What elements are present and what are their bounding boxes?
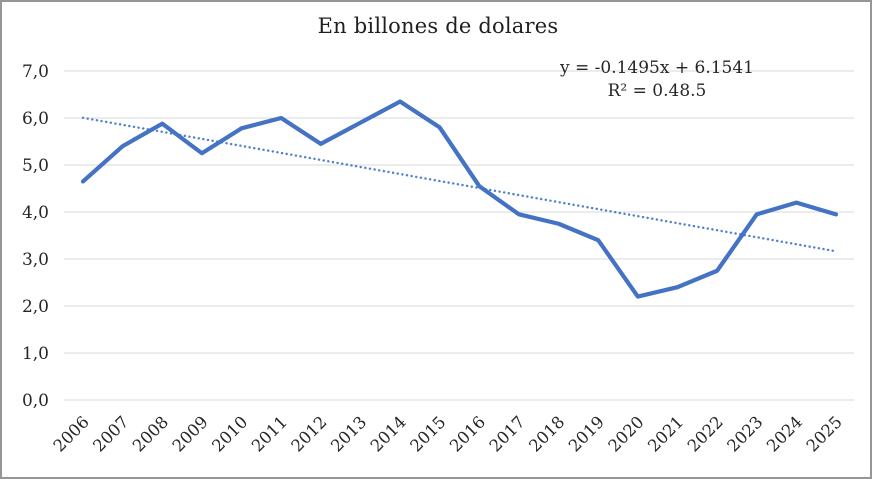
x-axis-labels: 2006200720082009201020112012201320142015… <box>50 412 846 455</box>
x-tick-label: 2019 <box>565 412 608 455</box>
x-tick-label: 2018 <box>525 412 568 455</box>
x-tick-label: 2015 <box>406 412 449 455</box>
x-tick-label: 2024 <box>763 412 806 455</box>
x-tick-label: 2021 <box>644 412 687 455</box>
y-tick-label: 3,0 <box>22 250 49 270</box>
x-tick-label: 2023 <box>723 412 766 455</box>
x-tick-label: 2008 <box>129 412 172 455</box>
x-tick-label: 2020 <box>605 412 648 455</box>
x-tick-label: 2011 <box>248 412 291 455</box>
trendline-annotation: y = -0.1495x + 6.1541 R² = 0.48.5 <box>457 57 857 103</box>
series-polyline <box>80 99 839 299</box>
trendline <box>81 116 838 253</box>
x-tick-label: 2017 <box>486 412 529 455</box>
r-squared-label: R² = 0.48.5 <box>607 81 707 101</box>
y-tick-label: 4,0 <box>22 203 49 223</box>
x-tick-label: 2007 <box>89 412 132 455</box>
chart-title: En billones de dolares <box>317 14 559 38</box>
x-tick-label: 2014 <box>367 412 410 455</box>
y-tick-label: 0,0 <box>22 391 49 411</box>
data-series-line <box>80 99 839 299</box>
y-axis-labels: 0,0 1,0 2,0 3,0 4,0 5,0 6,0 7,0 <box>22 62 49 411</box>
gridlines <box>64 70 854 401</box>
x-tick-label: 2016 <box>446 412 489 455</box>
y-tick-label: 5,0 <box>22 156 49 176</box>
x-tick-label: 2022 <box>684 412 727 455</box>
y-tick-label: 7,0 <box>22 62 49 82</box>
x-tick-label: 2010 <box>208 412 251 455</box>
y-tick-label: 2,0 <box>22 297 49 317</box>
trendline-equation: y = -0.1495x + 6.1541 <box>559 58 754 78</box>
x-tick-label: 2009 <box>169 412 212 455</box>
x-tick-label: 2012 <box>287 412 330 455</box>
trendline-dotted <box>81 116 838 253</box>
x-tick-label: 2006 <box>50 412 93 455</box>
x-tick-label: 2025 <box>803 412 846 455</box>
y-tick-label: 1,0 <box>22 344 49 364</box>
y-tick-label: 6,0 <box>22 109 49 129</box>
x-tick-label: 2013 <box>327 412 370 455</box>
